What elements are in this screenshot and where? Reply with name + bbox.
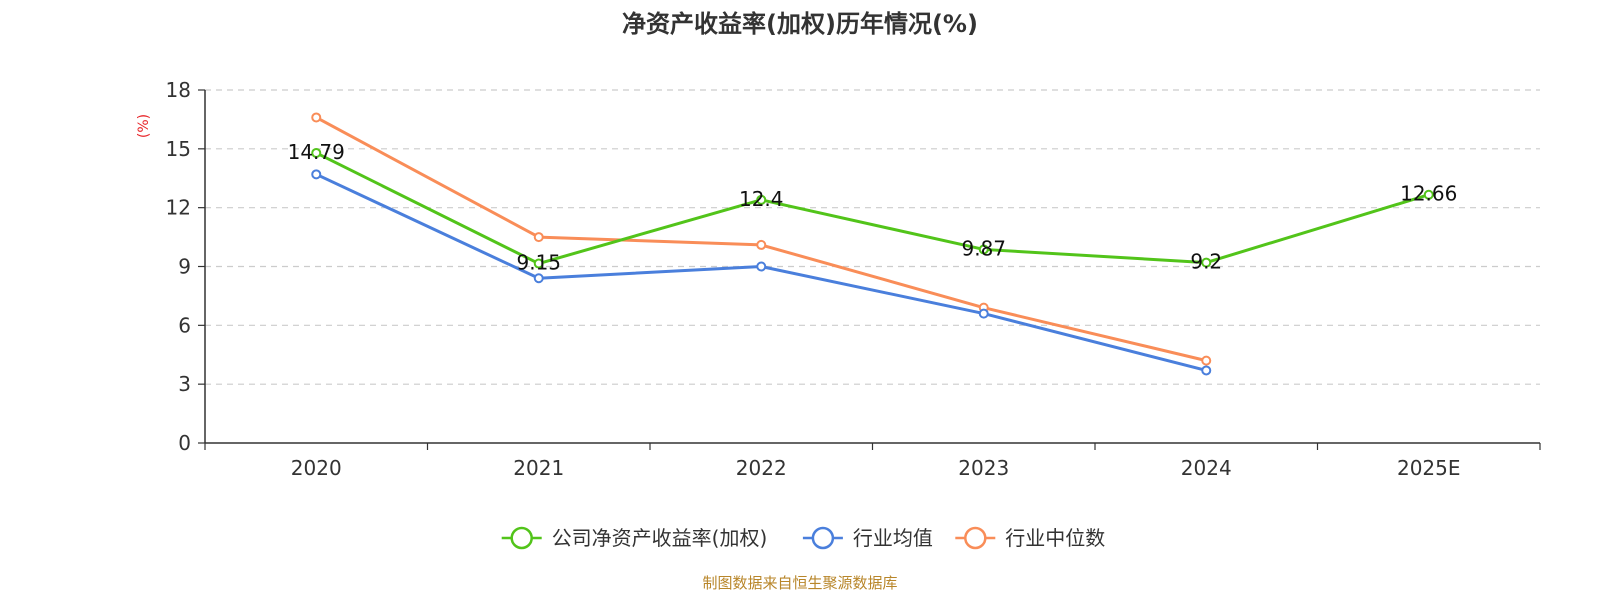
legend[interactable]: 公司净资产收益率(加权) 行业均值 行业中位数 bbox=[501, 526, 1106, 550]
data-point[interactable] bbox=[756, 239, 767, 250]
legend-marker bbox=[510, 526, 533, 550]
data-label: 9.87 bbox=[961, 236, 1006, 260]
data-point[interactable] bbox=[311, 169, 322, 180]
x-tick-label: 2022 bbox=[736, 456, 787, 480]
legend-label: 行业中位数 bbox=[1005, 526, 1105, 550]
y-tick-label: 0 bbox=[178, 431, 191, 455]
data-point[interactable] bbox=[1201, 257, 1212, 268]
y-tick-label: 12 bbox=[166, 196, 191, 220]
x-tick-label: 2020 bbox=[291, 456, 342, 480]
data-labels: 14.79 9.15 12.4 9.87 9.2 12.66 bbox=[288, 140, 1458, 275]
y-tick-label: 18 bbox=[166, 78, 191, 102]
series-line-2 bbox=[315, 116, 1207, 363]
data-point[interactable] bbox=[756, 194, 767, 205]
y-tick-label: 15 bbox=[166, 137, 191, 161]
data-point[interactable] bbox=[311, 112, 322, 123]
data-point[interactable] bbox=[533, 273, 544, 284]
y-axis-unit-label: (%) bbox=[136, 114, 152, 138]
data-point[interactable] bbox=[533, 232, 544, 243]
data-point[interactable] bbox=[1423, 189, 1434, 200]
x-tick-label: 2021 bbox=[513, 456, 564, 480]
data-point[interactable] bbox=[533, 258, 544, 269]
axes: 0 3 6 9 12 15 18 2020 2021 2022 2023 2024 2025E bbox=[166, 78, 1541, 480]
grid-lines bbox=[205, 89, 1540, 385]
data-point[interactable] bbox=[1201, 355, 1212, 366]
x-tick-label: 2024 bbox=[1181, 456, 1232, 480]
y-tick-label: 6 bbox=[178, 313, 191, 337]
data-label: 9.2 bbox=[1190, 250, 1222, 274]
legend-label: 公司净资产收益率(加权) bbox=[552, 526, 768, 550]
data-label: 12.4 bbox=[739, 187, 784, 211]
chart-title: 净资产收益率(加权)历年情况(%) bbox=[622, 10, 978, 38]
data-point[interactable] bbox=[1201, 365, 1212, 376]
data-point[interactable] bbox=[978, 308, 989, 319]
source-note: 制图数据来自恒生聚源数据库 bbox=[702, 574, 897, 592]
y-tick-label: 3 bbox=[178, 372, 191, 396]
data-label: 14.79 bbox=[288, 140, 345, 164]
legend-item-1[interactable]: 行业均值 bbox=[802, 526, 933, 550]
legend-marker bbox=[811, 526, 835, 550]
data-point[interactable] bbox=[978, 244, 989, 255]
data-label: 12.66 bbox=[1400, 182, 1457, 206]
legend-label: 行业均值 bbox=[853, 526, 933, 550]
y-tick-label: 9 bbox=[178, 255, 191, 279]
legend-marker bbox=[964, 526, 987, 550]
x-tick-label: 2023 bbox=[958, 456, 1009, 480]
legend-item-2[interactable]: 行业中位数 bbox=[955, 526, 1105, 550]
data-point[interactable] bbox=[756, 261, 767, 272]
series-line-0 bbox=[315, 151, 1430, 266]
data-point[interactable] bbox=[311, 147, 322, 158]
legend-item-0[interactable]: 公司净资产收益率(加权) bbox=[501, 526, 768, 550]
series-lines bbox=[311, 112, 1434, 376]
x-tick-label: 2025E bbox=[1397, 456, 1461, 480]
data-label: 9.15 bbox=[516, 251, 561, 275]
